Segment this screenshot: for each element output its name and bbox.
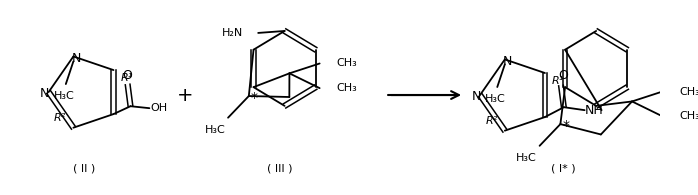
- Text: O: O: [123, 69, 133, 82]
- Text: O: O: [558, 69, 567, 82]
- Text: +: +: [177, 86, 194, 105]
- Text: R¹: R¹: [121, 73, 133, 83]
- Text: *: *: [251, 91, 258, 105]
- Text: R¹: R¹: [552, 76, 564, 86]
- Text: CH₃: CH₃: [336, 83, 357, 93]
- Text: ( III ): ( III ): [267, 164, 292, 174]
- Text: CH₃: CH₃: [336, 58, 357, 68]
- Text: *: *: [563, 119, 570, 133]
- Text: R²: R²: [54, 113, 66, 123]
- Text: H₃C: H₃C: [54, 91, 74, 101]
- Text: H₃C: H₃C: [205, 125, 225, 135]
- Text: OH: OH: [150, 103, 168, 113]
- Text: N: N: [472, 90, 481, 103]
- Text: CH₃: CH₃: [679, 87, 698, 97]
- Text: ( II ): ( II ): [73, 164, 96, 174]
- Text: H₃C: H₃C: [485, 94, 506, 104]
- Text: ( I* ): ( I* ): [551, 164, 575, 174]
- Text: N: N: [71, 52, 81, 65]
- Text: R²: R²: [486, 116, 498, 126]
- Text: H₃C: H₃C: [516, 153, 537, 163]
- Text: H₂N: H₂N: [222, 28, 243, 38]
- Text: CH₃: CH₃: [679, 111, 698, 121]
- Text: NH: NH: [585, 104, 603, 117]
- Text: N: N: [40, 87, 50, 100]
- Text: N: N: [503, 55, 512, 68]
